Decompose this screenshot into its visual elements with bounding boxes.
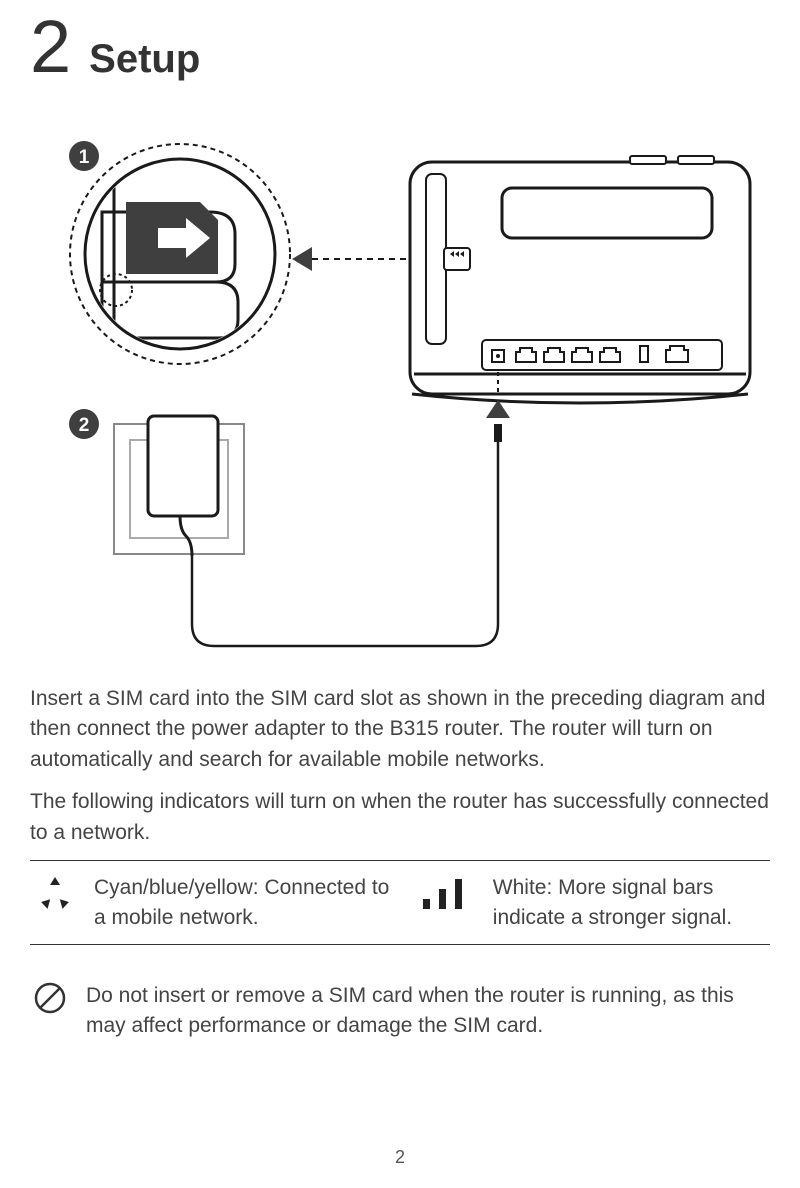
chapter-number: 2 xyxy=(30,10,71,84)
indicator-signal-cell: White: More signal bars indicate a stron… xyxy=(415,873,770,932)
warning-text: Do not insert or remove a SIM card when … xyxy=(86,981,770,1042)
chapter-heading: 2 Setup xyxy=(30,10,770,84)
indicator-network-colors: Cyan/blue/yellow: xyxy=(94,876,259,899)
setup-paragraph-1: Insert a SIM card into the SIM card slot… xyxy=(30,684,770,775)
signal-bars-icon xyxy=(415,873,479,932)
setup-paragraph-2: The following indicators will turn on wh… xyxy=(30,787,770,848)
setup-diagram: 1 xyxy=(30,124,770,654)
step2-badge: 2 xyxy=(69,409,99,439)
indicator-table: Cyan/blue/yellow: Connected to a mobile … xyxy=(30,860,770,945)
router-device xyxy=(410,156,750,403)
step1-sim-closeup xyxy=(70,144,290,364)
svg-text:2: 2 xyxy=(79,415,90,436)
wall-outlet-adapter xyxy=(114,416,244,556)
step1-badge: 1 xyxy=(69,141,99,171)
chapter-title: Setup xyxy=(89,37,200,82)
prohibit-icon xyxy=(30,981,70,1042)
indicator-signal-colors: White: xyxy=(493,876,553,899)
indicator-network-cell: Cyan/blue/yellow: Connected to a mobile … xyxy=(30,873,415,932)
svg-text:1: 1 xyxy=(79,147,90,168)
warning-block: Do not insert or remove a SIM card when … xyxy=(30,981,770,1042)
network-mode-icon xyxy=(30,873,80,932)
indicator-row: Cyan/blue/yellow: Connected to a mobile … xyxy=(30,861,770,944)
page-number: 2 xyxy=(0,1147,800,1168)
